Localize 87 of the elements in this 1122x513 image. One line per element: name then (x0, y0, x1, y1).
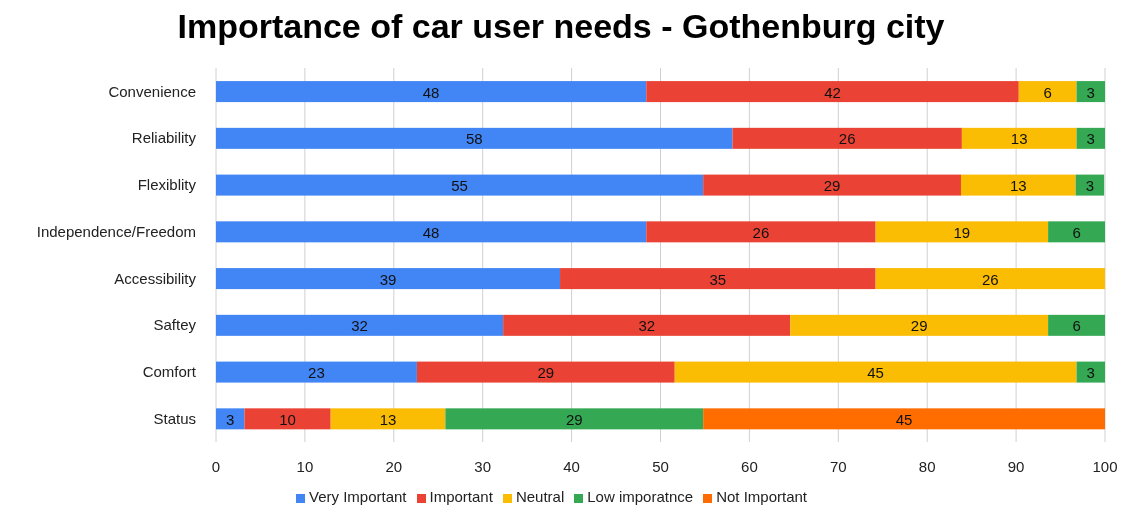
bar (732, 127, 962, 149)
data-label: 45 (895, 410, 913, 428)
data-label: 3 (1085, 176, 1095, 194)
data-label: 35 (709, 270, 727, 288)
bar (244, 408, 331, 430)
y-tick-label: Reliability (131, 129, 197, 147)
y-tick-label: Status (153, 409, 196, 427)
data-label: 10 (279, 410, 296, 428)
bar (216, 361, 417, 383)
data-label: 58 (465, 129, 483, 147)
bar (445, 408, 704, 430)
bar (1076, 361, 1105, 383)
bar (703, 408, 1105, 430)
bar (1076, 127, 1105, 149)
data-label: 6 (1043, 83, 1052, 101)
bar (674, 361, 1077, 383)
bar (330, 408, 446, 430)
data-label: 13 (379, 410, 397, 428)
x-tick-label: 90 (1007, 457, 1025, 475)
bar (646, 221, 876, 243)
bar (216, 268, 561, 290)
data-label: 48 (422, 83, 440, 101)
x-tick-label: 40 (563, 457, 580, 475)
data-label: 3 (1086, 83, 1095, 101)
data-label: 32 (638, 316, 656, 334)
y-tick-label: Saftey (153, 316, 197, 334)
bar (1048, 221, 1105, 243)
data-label: 13 (1010, 129, 1028, 147)
data-label: 29 (823, 176, 841, 194)
y-tick-label: Independence/Freedom (36, 222, 196, 240)
y-tick-label: Convenience (108, 82, 196, 100)
data-label: 26 (838, 129, 856, 147)
x-tick-label: 20 (385, 457, 403, 475)
data-label: 13 (1009, 176, 1027, 194)
bar (646, 81, 1019, 103)
bar (875, 268, 1105, 290)
x-tick-label: 60 (741, 457, 758, 475)
y-tick-label: Comfort (142, 363, 197, 381)
bar (1076, 81, 1105, 103)
data-label: 26 (981, 270, 999, 288)
y-tick-label: Accessibility (114, 269, 197, 287)
data-label: 6 (1072, 223, 1081, 241)
x-tick-label: 0 (211, 457, 221, 475)
data-label: 32 (351, 316, 368, 334)
data-label: 23 (308, 363, 325, 381)
data-label: 39 (379, 270, 397, 288)
legend-label: Important (429, 488, 493, 505)
x-tick-label: 30 (474, 457, 492, 475)
data-label: 3 (1086, 129, 1095, 147)
data-label: 6 (1072, 316, 1081, 334)
x-tick-label: 50 (652, 457, 669, 475)
x-tick-label: 70 (829, 457, 847, 475)
bar (1018, 81, 1077, 103)
bar (503, 314, 791, 336)
bar (703, 174, 961, 196)
data-label: 19 (953, 223, 971, 241)
chart-title: Importance of car user needs - Gothenburg city (176, 7, 946, 45)
data-label: 29 (537, 363, 555, 381)
bar (961, 127, 1077, 149)
bar (790, 314, 1049, 336)
bar (216, 314, 504, 336)
data-label: 45 (867, 363, 884, 381)
bar (216, 221, 647, 243)
data-label: 3 (1086, 363, 1095, 381)
bar (216, 81, 647, 103)
legend-label: Low imporatnce (587, 488, 694, 505)
bar (216, 174, 704, 196)
bar (1048, 314, 1105, 336)
x-tick-label: 100 (1092, 457, 1118, 475)
legend-label: Very Important (308, 488, 407, 505)
data-label: 29 (565, 410, 583, 428)
data-label: 3 (226, 410, 235, 428)
legend-label: Not Important (716, 488, 808, 505)
legend-label: Neutral (515, 488, 565, 505)
x-tick-label: 80 (918, 457, 936, 475)
data-label: 26 (752, 223, 770, 241)
bar (960, 174, 1076, 196)
data-label: 29 (910, 316, 928, 334)
bar (875, 221, 1049, 243)
bar (560, 268, 876, 290)
data-label: 42 (824, 83, 841, 101)
data-label: 55 (451, 176, 468, 194)
bar (216, 127, 733, 149)
data-label: 48 (422, 223, 440, 241)
y-tick-label: Flexiblity (137, 176, 197, 194)
bar (416, 361, 675, 383)
x-tick-label: 10 (296, 457, 314, 475)
